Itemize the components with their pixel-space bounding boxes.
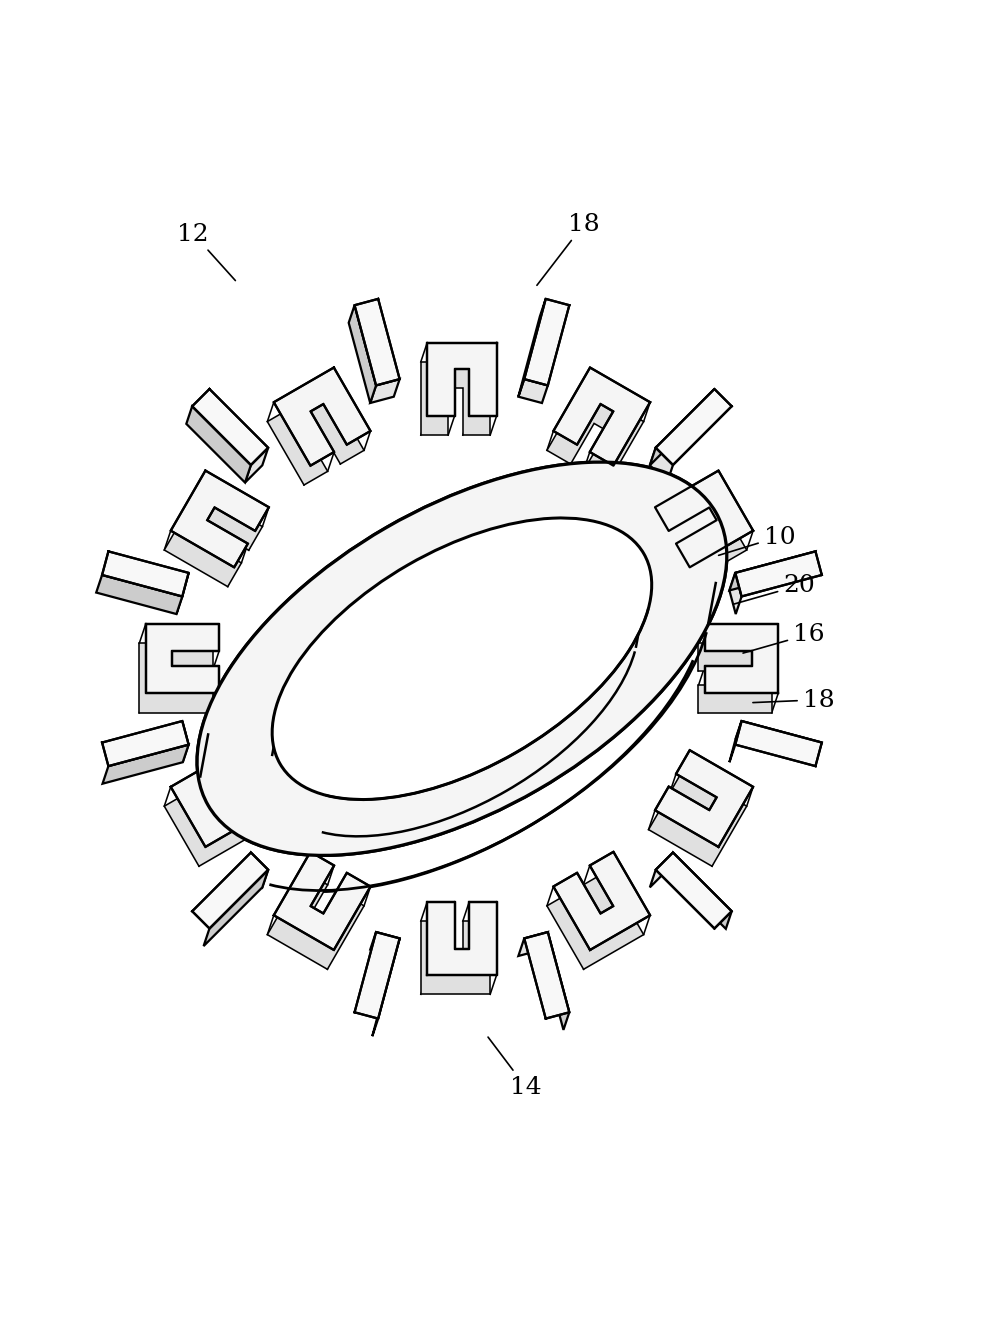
Ellipse shape bbox=[272, 518, 651, 800]
Polygon shape bbox=[518, 299, 545, 397]
Polygon shape bbox=[655, 750, 753, 847]
Polygon shape bbox=[655, 389, 732, 465]
Polygon shape bbox=[542, 932, 569, 1029]
Polygon shape bbox=[553, 368, 650, 467]
Text: 14: 14 bbox=[488, 1037, 541, 1098]
Polygon shape bbox=[518, 932, 548, 956]
Polygon shape bbox=[735, 552, 821, 597]
Polygon shape bbox=[171, 750, 269, 847]
Polygon shape bbox=[370, 932, 400, 956]
Polygon shape bbox=[735, 721, 821, 766]
Polygon shape bbox=[655, 471, 753, 568]
Polygon shape bbox=[729, 721, 741, 762]
Polygon shape bbox=[704, 625, 778, 693]
Polygon shape bbox=[355, 932, 400, 1019]
Polygon shape bbox=[267, 871, 364, 970]
Polygon shape bbox=[203, 870, 268, 946]
Polygon shape bbox=[96, 575, 183, 614]
Polygon shape bbox=[139, 643, 212, 713]
Polygon shape bbox=[420, 921, 490, 995]
Text: 18: 18 bbox=[536, 214, 600, 286]
Text: 12: 12 bbox=[178, 223, 236, 281]
Polygon shape bbox=[649, 853, 673, 887]
Polygon shape bbox=[102, 552, 189, 597]
Polygon shape bbox=[698, 643, 771, 713]
Ellipse shape bbox=[197, 463, 727, 855]
Polygon shape bbox=[245, 448, 268, 482]
Ellipse shape bbox=[272, 518, 651, 800]
Polygon shape bbox=[274, 368, 370, 467]
Polygon shape bbox=[649, 448, 673, 482]
Polygon shape bbox=[729, 573, 741, 614]
Polygon shape bbox=[349, 306, 376, 403]
Polygon shape bbox=[648, 490, 746, 587]
Polygon shape bbox=[192, 853, 268, 929]
Text: 10: 10 bbox=[718, 526, 794, 556]
Polygon shape bbox=[145, 625, 219, 693]
Polygon shape bbox=[547, 871, 643, 970]
Text: 18: 18 bbox=[752, 688, 834, 712]
Polygon shape bbox=[274, 851, 370, 950]
Polygon shape bbox=[524, 932, 569, 1019]
Polygon shape bbox=[649, 389, 714, 465]
Polygon shape bbox=[192, 389, 268, 465]
Polygon shape bbox=[102, 721, 189, 766]
Polygon shape bbox=[547, 387, 643, 485]
Polygon shape bbox=[553, 851, 650, 950]
Polygon shape bbox=[372, 938, 400, 1036]
Polygon shape bbox=[655, 853, 732, 929]
Polygon shape bbox=[245, 853, 268, 887]
Polygon shape bbox=[177, 721, 189, 762]
Polygon shape bbox=[427, 902, 496, 975]
Polygon shape bbox=[427, 343, 496, 416]
Polygon shape bbox=[420, 362, 490, 435]
Polygon shape bbox=[667, 853, 732, 929]
Polygon shape bbox=[355, 299, 400, 386]
Polygon shape bbox=[524, 299, 569, 386]
Polygon shape bbox=[187, 407, 250, 482]
Polygon shape bbox=[518, 380, 548, 403]
Polygon shape bbox=[164, 770, 262, 866]
Polygon shape bbox=[102, 745, 189, 784]
Ellipse shape bbox=[197, 463, 727, 855]
Polygon shape bbox=[177, 573, 189, 614]
Polygon shape bbox=[736, 721, 821, 760]
Polygon shape bbox=[648, 770, 746, 866]
Text: 16: 16 bbox=[742, 623, 824, 654]
Polygon shape bbox=[370, 380, 400, 403]
Polygon shape bbox=[171, 471, 269, 568]
Polygon shape bbox=[729, 552, 815, 590]
Text: 20: 20 bbox=[733, 575, 814, 605]
Polygon shape bbox=[267, 387, 364, 485]
Polygon shape bbox=[164, 490, 262, 587]
